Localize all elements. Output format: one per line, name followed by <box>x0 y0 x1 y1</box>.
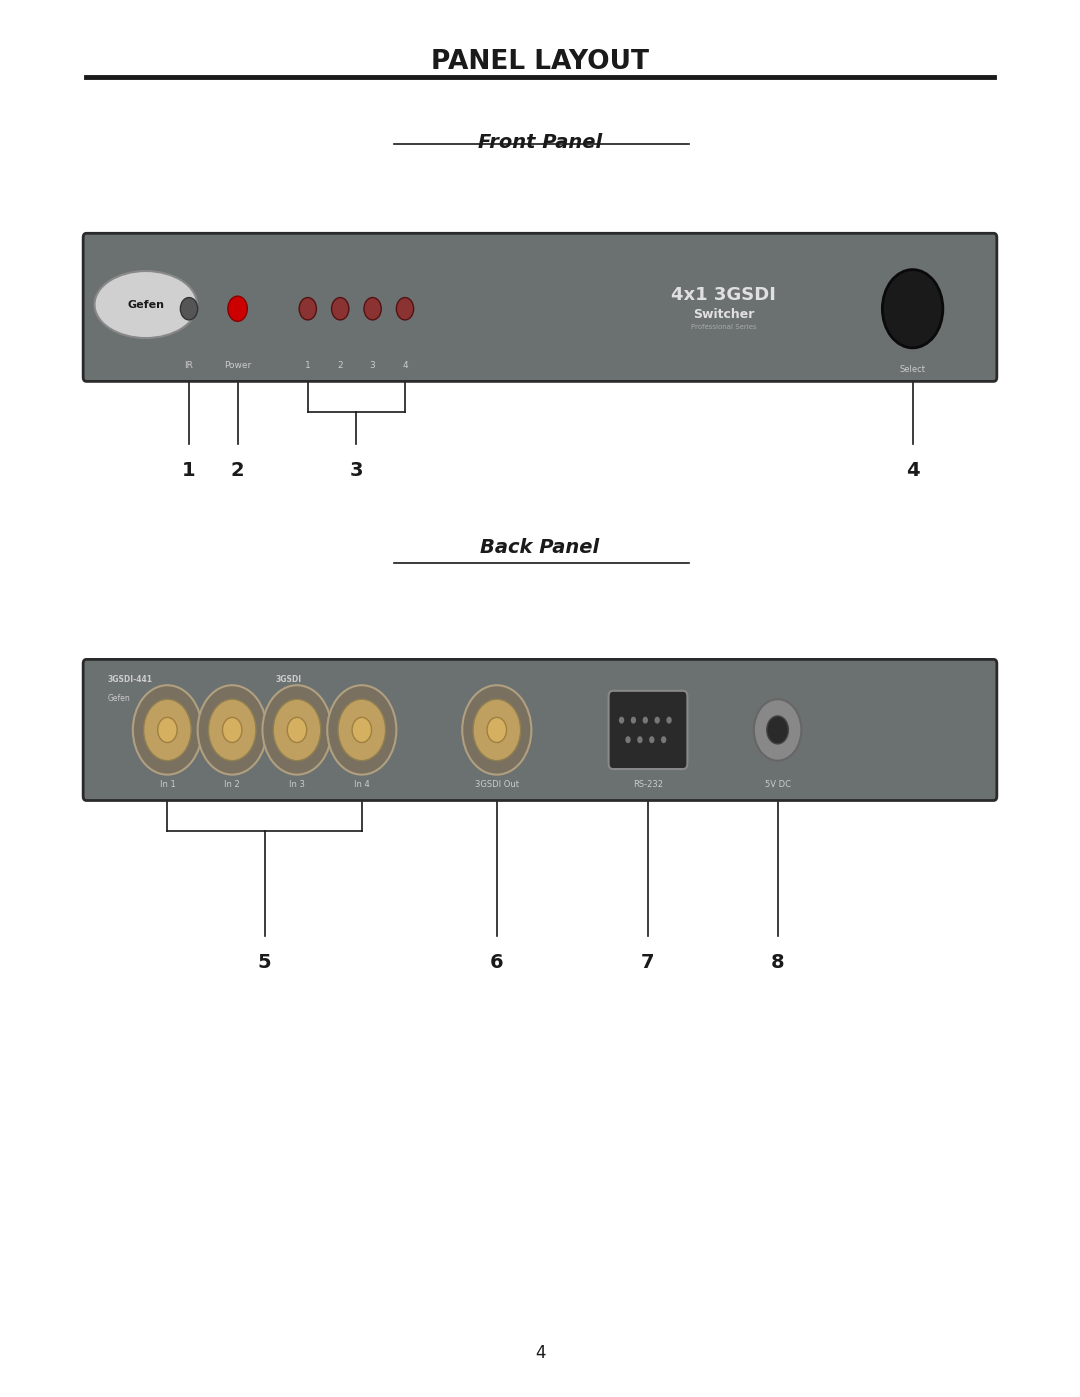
Circle shape <box>631 717 636 724</box>
Circle shape <box>352 718 372 743</box>
Circle shape <box>180 298 198 320</box>
Text: 3: 3 <box>350 461 363 481</box>
Text: Gefen: Gefen <box>108 694 131 703</box>
Ellipse shape <box>95 271 198 338</box>
Text: 3GSDI Out: 3GSDI Out <box>475 781 518 789</box>
Text: Select: Select <box>900 366 926 374</box>
Circle shape <box>625 736 631 743</box>
Text: In 2: In 2 <box>225 781 240 789</box>
Circle shape <box>754 698 801 760</box>
Circle shape <box>882 270 943 348</box>
Circle shape <box>133 686 202 774</box>
Text: Gefen: Gefen <box>127 299 164 310</box>
Circle shape <box>262 686 332 774</box>
Text: In 1: In 1 <box>160 781 175 789</box>
Text: 4: 4 <box>535 1344 545 1362</box>
Text: IR: IR <box>185 362 193 370</box>
Text: Professional Series: Professional Series <box>691 324 756 330</box>
Circle shape <box>198 686 267 774</box>
Circle shape <box>649 736 654 743</box>
Text: 7: 7 <box>642 953 654 972</box>
FancyBboxPatch shape <box>83 659 997 800</box>
Circle shape <box>144 698 191 760</box>
Circle shape <box>462 686 531 774</box>
Text: 1: 1 <box>305 362 311 370</box>
Circle shape <box>364 298 381 320</box>
Text: 5: 5 <box>258 953 271 972</box>
Circle shape <box>396 298 414 320</box>
Text: Back Panel: Back Panel <box>481 538 599 557</box>
Text: 2: 2 <box>231 461 244 481</box>
Text: 6: 6 <box>490 953 503 972</box>
Circle shape <box>273 698 321 760</box>
Circle shape <box>287 718 307 743</box>
FancyBboxPatch shape <box>609 690 688 768</box>
Text: In 4: In 4 <box>354 781 369 789</box>
Text: Front Panel: Front Panel <box>478 133 602 152</box>
Circle shape <box>228 296 247 321</box>
Circle shape <box>654 717 660 724</box>
Text: 4x1 3GSDI: 4x1 3GSDI <box>671 286 777 303</box>
Circle shape <box>158 718 177 743</box>
Text: 4: 4 <box>906 461 919 481</box>
Circle shape <box>767 715 788 743</box>
Text: RS-232: RS-232 <box>633 781 663 789</box>
Text: 1: 1 <box>183 461 195 481</box>
Circle shape <box>619 717 624 724</box>
Text: 3GSDI: 3GSDI <box>275 675 301 683</box>
Circle shape <box>338 698 386 760</box>
Text: PANEL LAYOUT: PANEL LAYOUT <box>431 49 649 75</box>
Text: 3GSDI-441: 3GSDI-441 <box>108 675 153 683</box>
Text: 8: 8 <box>771 953 784 972</box>
Circle shape <box>208 698 256 760</box>
FancyBboxPatch shape <box>83 233 997 381</box>
Circle shape <box>299 298 316 320</box>
Text: 5V DC: 5V DC <box>765 781 791 789</box>
Circle shape <box>332 298 349 320</box>
Text: Switcher: Switcher <box>693 307 754 321</box>
Circle shape <box>487 718 507 743</box>
Circle shape <box>222 718 242 743</box>
Circle shape <box>666 717 672 724</box>
Text: 2: 2 <box>337 362 343 370</box>
Circle shape <box>473 698 521 760</box>
Circle shape <box>661 736 666 743</box>
Circle shape <box>637 736 643 743</box>
Circle shape <box>327 686 396 774</box>
Text: Power: Power <box>224 362 252 370</box>
Text: In 3: In 3 <box>289 781 305 789</box>
Text: 4: 4 <box>402 362 408 370</box>
Circle shape <box>643 717 648 724</box>
Text: 3: 3 <box>369 362 376 370</box>
